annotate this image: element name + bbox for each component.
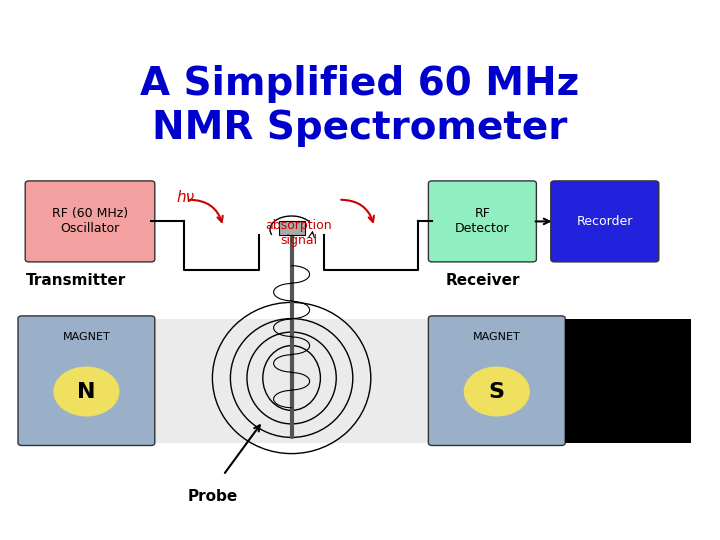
Text: RF (60 MHz)
Oscillator: RF (60 MHz) Oscillator [52,207,128,235]
Circle shape [464,367,529,416]
Text: Transmitter: Transmitter [25,273,126,288]
Text: Recorder: Recorder [577,215,633,228]
Circle shape [54,367,119,416]
Text: Probe: Probe [187,489,238,504]
Text: S: S [489,381,505,402]
FancyBboxPatch shape [25,181,155,262]
Text: hν: hν [176,191,194,206]
FancyBboxPatch shape [18,316,155,446]
Text: RF
Detector: RF Detector [455,207,510,235]
FancyBboxPatch shape [428,181,536,262]
Text: MAGNET: MAGNET [63,332,110,342]
FancyBboxPatch shape [551,181,659,262]
Bar [565,319,691,443]
Bar [279,221,305,235]
Text: absorption
signal: absorption signal [266,219,332,247]
FancyBboxPatch shape [428,316,565,446]
Bar [151,319,432,443]
Text: MAGNET: MAGNET [473,332,521,342]
Text: N: N [77,381,96,402]
Text: Receiver: Receiver [445,273,520,288]
Text: A Simplified 60 MHz
NMR Spectrometer: A Simplified 60 MHz NMR Spectrometer [140,65,580,147]
